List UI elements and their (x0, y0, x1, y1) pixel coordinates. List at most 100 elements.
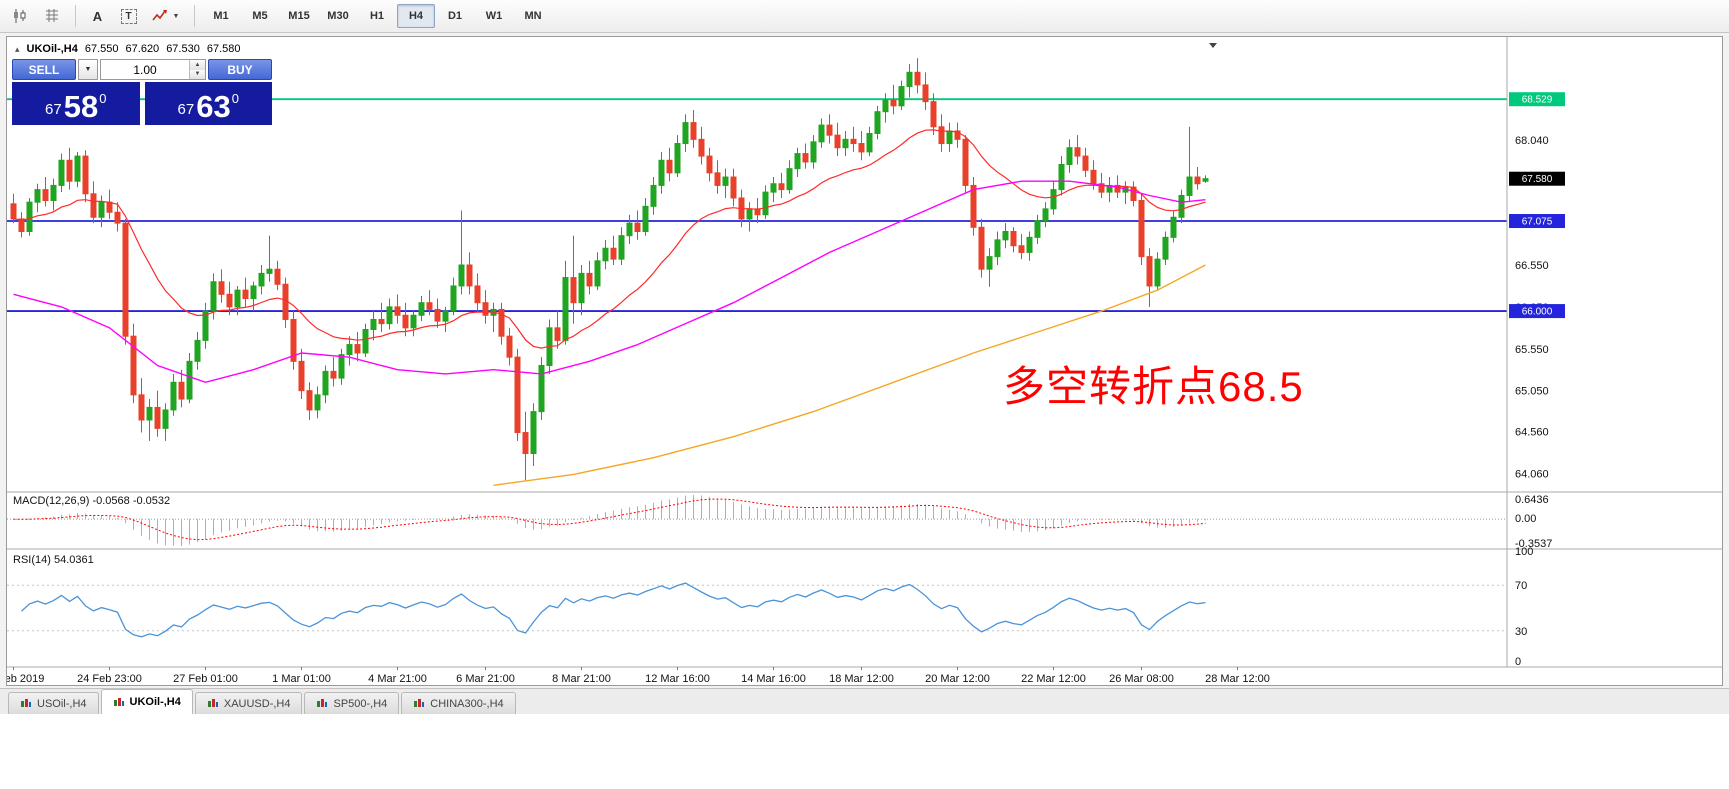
rsi-panel[interactable]: RSI(14) 54.0361 100 70 30 0 (7, 546, 1533, 668)
chart-tab-label: XAUUSD-,H4 (223, 697, 291, 710)
lot-dropdown-button[interactable]: ▼ (78, 59, 98, 80)
buy-price-pip: 0 (231, 91, 239, 106)
sell-price-pip: 0 (99, 91, 107, 106)
chart-tab-icon (414, 699, 425, 707)
macd-signal-line (13, 498, 1206, 541)
chart-tab-icon (21, 699, 31, 707)
indicator-arrow-icon (151, 10, 167, 21)
macd-label: MACD(12,26,9) -0.0568 -0.0532 (13, 495, 170, 507)
svg-text:12 Mar 16:00: 12 Mar 16:00 (645, 673, 710, 685)
chevron-down-icon: ▼ (172, 12, 180, 20)
toolbar-separator (194, 5, 195, 27)
chart-tab-xauusdh4[interactable]: XAUUSD-,H4 (194, 692, 303, 714)
timeframe-button-d1[interactable]: D1 (447, 10, 463, 22)
chart-tab-china300h4[interactable]: CHINA300-,H4 (401, 692, 516, 714)
timeframe-button-h4[interactable]: H4 (397, 4, 435, 28)
timeframe-button-m5[interactable]: M5 (252, 10, 268, 22)
price-chart[interactable]: MACD(12,26,9) -0.0568 -0.0532 0.6436 0.00 -… (7, 37, 1722, 685)
svg-text:18 Mar 12:00: 18 Mar 12:00 (829, 673, 894, 685)
chevron-down-icon: ▼ (84, 66, 92, 73)
svg-text:100: 100 (1515, 546, 1533, 558)
chart-tab-ukoilh4[interactable]: UKOil-,H4 (100, 689, 193, 714)
sell-button[interactable]: SELL (12, 59, 76, 80)
svg-text:67.580: 67.580 (1522, 174, 1553, 185)
svg-text:6 Mar 21:00: 6 Mar 21:00 (456, 673, 515, 685)
buy-price-display[interactable]: 67 63 0 (144, 82, 272, 125)
indicators-button[interactable]: ▼ (145, 3, 185, 29)
toolbar-separator (75, 5, 76, 27)
buy-button[interactable]: BUY (208, 59, 272, 80)
moving-average-lines (13, 129, 1206, 486)
time-axis[interactable]: 21 Feb 2019 24 Feb 23:00 27 Feb 01:00 1 Mar… (7, 667, 1270, 685)
price-axis[interactable]: 68.04066.55066.05065.55065.05064.56064.0… (1509, 92, 1565, 481)
svg-text:30: 30 (1515, 626, 1527, 638)
lot-size-value[interactable]: 1.00 (133, 62, 157, 77)
svg-text:0.00: 0.00 (1515, 513, 1536, 525)
ohlc-open: 67.550 (84, 43, 119, 55)
lot-size-field[interactable]: 1.00 ▲ ▼ (100, 59, 206, 80)
timeframe-button-mn[interactable]: MN (524, 10, 542, 22)
buy-price-prefix: 67 (177, 101, 195, 118)
chart-type-button[interactable] (6, 3, 35, 29)
timeframe-button-group: M1 M5 M15 M30 H1 H4 D1 W1 MN (202, 4, 553, 28)
timeframe-button-m30[interactable]: M30 (327, 10, 349, 22)
svg-text:68.040: 68.040 (1515, 135, 1549, 147)
svg-text:22 Mar 12:00: 22 Mar 12:00 (1021, 673, 1086, 685)
svg-text:68.529: 68.529 (1522, 95, 1553, 106)
chart-text-annotation: 多空转折点68.5 (1003, 363, 1304, 410)
text-label-button[interactable]: A (83, 3, 112, 29)
text-box-button[interactable]: T (114, 3, 143, 29)
svg-text:20 Mar 12:00: 20 Mar 12:00 (925, 673, 990, 685)
lot-increase-button[interactable]: ▲ (190, 60, 205, 70)
svg-text:64.060: 64.060 (1515, 469, 1549, 481)
candlestick-series (10, 58, 1209, 481)
one-click-trading-panel: SELL ▼ 1.00 ▲ ▼ BUY 67 58 0 (12, 59, 272, 125)
chart-window: MACD(12,26,9) -0.0568 -0.0532 0.6436 0.00 -… (6, 36, 1723, 686)
ma-mid-line (13, 180, 1206, 384)
grid-button[interactable] (37, 3, 66, 29)
svg-text:1 Mar 01:00: 1 Mar 01:00 (272, 673, 331, 685)
svg-text:26 Mar 08:00: 26 Mar 08:00 (1109, 673, 1174, 685)
ohlc-low: 67.530 (166, 43, 200, 55)
timeframe-button-m1[interactable]: M1 (213, 10, 229, 22)
sell-price-big: 58 (63, 88, 99, 124)
svg-text:66.000: 66.000 (1522, 307, 1553, 318)
svg-text:24 Feb 23:00: 24 Feb 23:00 (77, 673, 142, 685)
macd-panel[interactable]: MACD(12,26,9) -0.0568 -0.0532 0.6436 0.00 -… (7, 494, 1552, 550)
chart-tab-icon (207, 699, 218, 707)
svg-text:21 Feb 2019: 21 Feb 2019 (7, 673, 44, 685)
timeframe-button-w1[interactable]: W1 (485, 10, 503, 22)
workspace-empty-area (0, 714, 1729, 789)
one-click-toggle-icon[interactable]: ▴ (15, 43, 20, 54)
rsi-label: RSI(14) 54.0361 (13, 554, 94, 566)
timeframe-button-h1[interactable]: H1 (369, 10, 385, 22)
ma-slow-line (493, 264, 1206, 486)
chart-tab-label: SP500-,H4 (333, 697, 388, 710)
svg-text:65.550: 65.550 (1515, 344, 1549, 356)
chart-tab-label: CHINA300-,H4 (430, 697, 504, 710)
chart-header: ▴ UKOil-,H4 67.550 67.620 67.530 67.580 (15, 43, 241, 55)
chart-tab-icon (317, 699, 328, 707)
chart-shift-marker-icon[interactable] (1209, 43, 1217, 48)
sell-price-display[interactable]: 67 58 0 (12, 82, 140, 125)
timeframe-button-m15[interactable]: M15 (288, 10, 310, 22)
buy-price-big: 63 (196, 88, 231, 124)
svg-text:14 Mar 16:00: 14 Mar 16:00 (741, 673, 806, 685)
svg-text:0.6436: 0.6436 (1515, 494, 1549, 506)
chart-tab-usoilh4[interactable]: USOil-,H4 (8, 692, 99, 714)
toolbar: A T ▼ M1 M5 M15 M30 H1 H4 D1 W1 MN (0, 0, 1729, 33)
ohlc-high: 67.620 (125, 43, 160, 55)
grid-icon (45, 9, 58, 22)
ma-fast-line (13, 129, 1206, 349)
chart-tab-label: UKOil-,H4 (129, 696, 181, 708)
svg-text:67.075: 67.075 (1522, 217, 1553, 228)
svg-text:8 Mar 21:00: 8 Mar 21:00 (552, 673, 611, 685)
svg-text:-0.3537: -0.3537 (1515, 538, 1552, 550)
chart-tab-sp500h4[interactable]: SP500-,H4 (304, 692, 400, 714)
svg-text:28 Mar 12:00: 28 Mar 12:00 (1205, 673, 1270, 685)
lot-spinner: ▲ ▼ (189, 60, 205, 79)
svg-text:66.550: 66.550 (1515, 260, 1549, 272)
svg-text:0: 0 (1515, 656, 1521, 668)
lot-decrease-button[interactable]: ▼ (190, 69, 205, 79)
